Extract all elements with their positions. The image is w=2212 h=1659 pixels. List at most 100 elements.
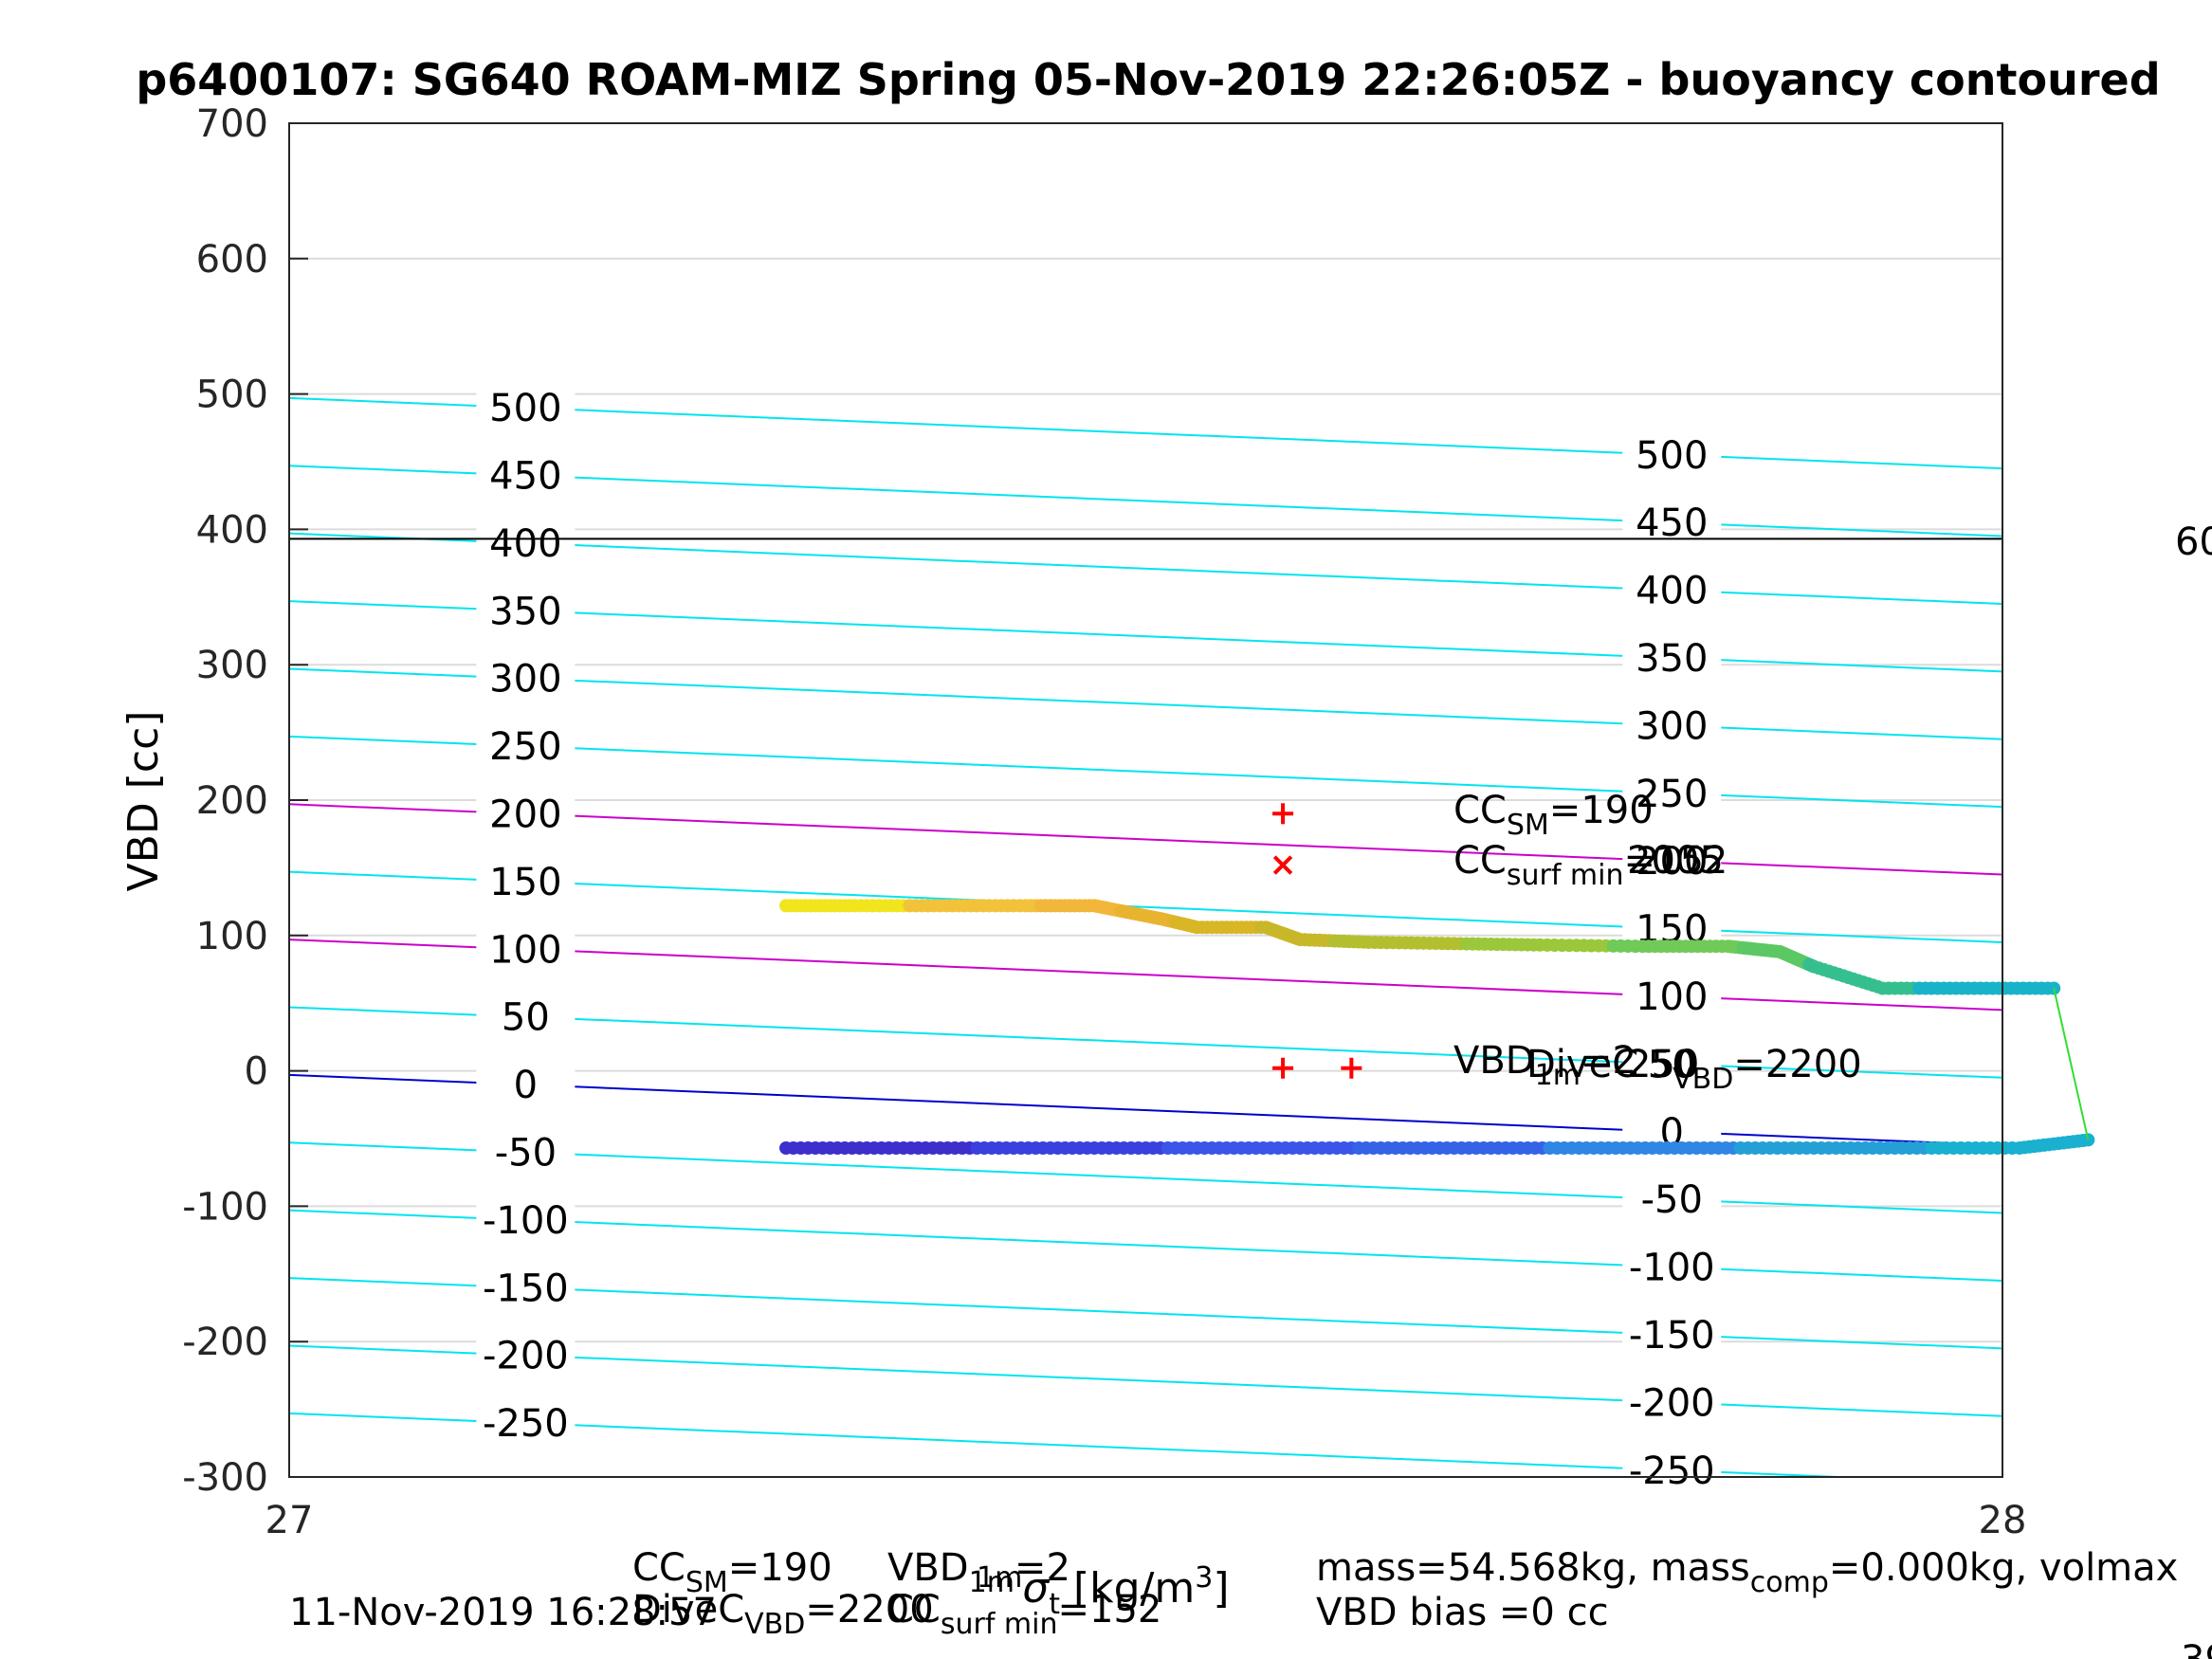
y-tick-label-0: -300 bbox=[182, 1456, 268, 1500]
contour-label-left-7: 150 bbox=[489, 861, 561, 904]
annotation-cc-sm: CCSM=190 bbox=[1453, 789, 1654, 842]
contour-label-bg-right-4 bbox=[1622, 704, 1722, 747]
edge-label-lower: 39 bbox=[2181, 1638, 2212, 1659]
contour-label-right-5: 250 bbox=[1636, 773, 1708, 816]
contour-label-left-10: 0 bbox=[514, 1064, 538, 1107]
contour-label-left-2: 400 bbox=[489, 522, 561, 566]
contour-label-bg-right-15 bbox=[1622, 1449, 1722, 1491]
contour-label-left-8: 100 bbox=[489, 928, 561, 972]
contour-label-left-0: 500 bbox=[489, 387, 561, 430]
contour-label-right-3: 350 bbox=[1636, 637, 1708, 681]
y-tick-label-9: 600 bbox=[196, 238, 268, 282]
contour-label-bg-right-2 bbox=[1622, 569, 1722, 611]
contour-label-bg-left-0 bbox=[476, 387, 576, 429]
contour-label-right-12: -100 bbox=[1629, 1247, 1715, 1290]
contour-label-bg-left-13 bbox=[476, 1267, 576, 1309]
footer-vbd-bias: VBD bias =0 cc bbox=[1316, 1591, 1609, 1634]
annotation-vbd-1m: VBD1m=2 bbox=[1453, 1039, 1636, 1092]
contour-label-left-1: 450 bbox=[489, 455, 561, 499]
contour-label-bg-right-13 bbox=[1622, 1314, 1722, 1357]
contour-label-bg-right-9 bbox=[1622, 1043, 1722, 1085]
annotation-dive-overlap: 2005 bbox=[1627, 839, 1724, 883]
contour-label-bg-right-6 bbox=[1622, 840, 1722, 883]
contour-label-right-2: 400 bbox=[1636, 570, 1708, 613]
footer-timestamp: 11-Nov-2019 16:28:57 bbox=[289, 1591, 717, 1634]
y-tick-label-2: -100 bbox=[182, 1185, 268, 1229]
contour-label-left-4: 300 bbox=[489, 658, 561, 702]
edge-label-upper: 60 bbox=[2175, 520, 2212, 564]
y-tick-label-7: 400 bbox=[196, 508, 268, 552]
vbd-1m-post: =2 bbox=[1581, 1039, 1636, 1083]
contour-label-bg-left-15 bbox=[476, 1402, 576, 1445]
contour-label-bg-right-14 bbox=[1622, 1381, 1722, 1424]
contour-label-bg-left-3 bbox=[476, 590, 576, 632]
cc-surf-post: =152 bbox=[1624, 839, 1728, 883]
contour-label-right-0: 500 bbox=[1636, 434, 1708, 478]
cc-sm-sub: SM bbox=[1507, 809, 1549, 842]
y-tick-label-6: 300 bbox=[196, 644, 268, 687]
cc-sm-post: =190 bbox=[1549, 789, 1654, 832]
contour-label-bg-left-14 bbox=[476, 1334, 576, 1376]
footer-vbd-1m: VBD1m=2 bbox=[887, 1546, 1070, 1599]
contour-label-bg-left-10 bbox=[476, 1064, 576, 1106]
contour-label-right-13: -150 bbox=[1629, 1314, 1715, 1358]
footer-cc-surf: CCsurf min=152 bbox=[887, 1588, 1161, 1641]
contour-label-bg-left-6 bbox=[476, 793, 576, 835]
annotation-dive-c-num: 250 bbox=[1627, 1043, 1699, 1086]
contour-label-left-9: 50 bbox=[502, 996, 550, 1040]
series-connector bbox=[2053, 988, 2090, 1140]
y-tick-label-1: -200 bbox=[182, 1321, 268, 1364]
vbd-1m-pre: VBD bbox=[1453, 1039, 1535, 1083]
series-points bbox=[779, 899, 2095, 1155]
contour-label-left-15: -250 bbox=[483, 1402, 569, 1446]
contour-label-bg-left-4 bbox=[476, 657, 576, 700]
vbd-1m-sub: 1m bbox=[1535, 1059, 1581, 1092]
footer-mass: mass=54.568kg, masscomp=0.000kg, volmax bbox=[1316, 1546, 2178, 1599]
y-tick-label-8: 500 bbox=[196, 374, 268, 417]
contour-label-bg-right-11 bbox=[1622, 1178, 1722, 1221]
footer-cc-sm: CCSM=190 bbox=[632, 1546, 832, 1599]
markers bbox=[1272, 803, 1362, 1079]
annotation-cc-surf: CCsurf min=152 bbox=[1453, 839, 1728, 892]
contour-label-bg-right-8 bbox=[1622, 975, 1722, 1018]
dive-c-pre: DiveC bbox=[1526, 1043, 1638, 1086]
x-tick-label-0: 27 bbox=[265, 1499, 314, 1542]
contour-label-bg-right-3 bbox=[1622, 637, 1722, 680]
dive-c-post: =2200 bbox=[1733, 1043, 1861, 1086]
y-axis-label: VBD [cc] bbox=[119, 711, 168, 892]
y-tick-label-10: 700 bbox=[196, 102, 268, 146]
contour-label-bg-left-7 bbox=[476, 860, 576, 902]
contour-label-right-11: -50 bbox=[1641, 1178, 1703, 1222]
contour-label-left-6: 200 bbox=[489, 793, 561, 837]
marker-x-b-1 bbox=[1272, 855, 1293, 875]
footer-dive-c: DiveCVBD=2200 bbox=[632, 1588, 934, 1641]
contour-label-bg-right-12 bbox=[1622, 1246, 1722, 1288]
contour-label-right-14: -200 bbox=[1629, 1381, 1715, 1425]
y-tick-label-3: 0 bbox=[245, 1050, 268, 1094]
contour-label-right-9: 50 bbox=[1648, 1043, 1696, 1086]
contour-label-right-15: -250 bbox=[1629, 1449, 1715, 1493]
contour-label-bg-left-2 bbox=[476, 521, 576, 564]
cc-surf-sub: surf min bbox=[1507, 859, 1624, 892]
contour-label-bg-left-12 bbox=[476, 1198, 576, 1241]
y-tick-label-5: 200 bbox=[196, 779, 268, 823]
cc-sm-pre: CC bbox=[1453, 789, 1507, 832]
contour-label-right-6: 200 bbox=[1636, 840, 1708, 884]
contour-label-right-4: 300 bbox=[1636, 704, 1708, 748]
contour-label-left-3: 350 bbox=[489, 590, 561, 633]
contour-label-bg-right-1 bbox=[1622, 501, 1722, 544]
dive-c-sub: VBD bbox=[1673, 1063, 1733, 1096]
annotation-dive-c: DiveC VBD=2200 bbox=[1526, 1043, 1862, 1096]
contour-label-left-5: 250 bbox=[489, 725, 561, 769]
contour-label-left-11: -50 bbox=[495, 1132, 557, 1176]
contour-label-left-13: -150 bbox=[483, 1267, 569, 1310]
contour-label-right-8: 100 bbox=[1636, 975, 1708, 1019]
contour-label-bg-left-11 bbox=[476, 1131, 576, 1174]
contour-label-bg-right-0 bbox=[1622, 433, 1722, 476]
x-axis: 27 28 bbox=[265, 1458, 2026, 1542]
y-tick-label-4: 100 bbox=[196, 915, 268, 958]
cc-surf-pre: CC bbox=[1453, 839, 1507, 883]
contour-label-bg-left-5 bbox=[476, 725, 576, 768]
contour-labels: 500450400350300250200150100500-50-100-15… bbox=[476, 387, 1722, 1493]
